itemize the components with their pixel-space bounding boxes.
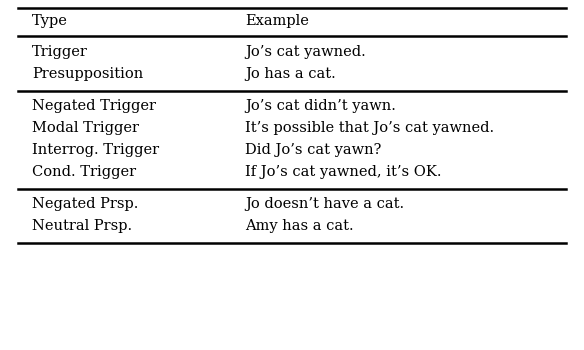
Text: Type: Type <box>32 14 68 28</box>
Text: Interrog. Trigger: Interrog. Trigger <box>32 143 159 157</box>
Text: Modal Trigger: Modal Trigger <box>32 121 139 135</box>
Text: It’s possible that Jo’s cat yawned.: It’s possible that Jo’s cat yawned. <box>245 121 495 135</box>
Text: Jo’s cat didn’t yawn.: Jo’s cat didn’t yawn. <box>245 99 396 113</box>
Text: Trigger: Trigger <box>32 45 88 59</box>
Text: Jo doesn’t have a cat.: Jo doesn’t have a cat. <box>245 197 404 211</box>
Text: Cond. Trigger: Cond. Trigger <box>32 165 136 179</box>
Text: Did Jo’s cat yawn?: Did Jo’s cat yawn? <box>245 143 382 157</box>
Text: Jo has a cat.: Jo has a cat. <box>245 67 336 81</box>
Text: Example: Example <box>245 14 309 28</box>
Text: Presupposition: Presupposition <box>32 67 143 81</box>
Text: Amy has a cat.: Amy has a cat. <box>245 219 354 233</box>
Text: If Jo’s cat yawned, it’s OK.: If Jo’s cat yawned, it’s OK. <box>245 165 442 179</box>
Text: Negated Prsp.: Negated Prsp. <box>32 197 138 211</box>
Text: Neutral Prsp.: Neutral Prsp. <box>32 219 132 233</box>
Text: Jo’s cat yawned.: Jo’s cat yawned. <box>245 45 366 59</box>
Text: Negated Trigger: Negated Trigger <box>32 99 156 113</box>
